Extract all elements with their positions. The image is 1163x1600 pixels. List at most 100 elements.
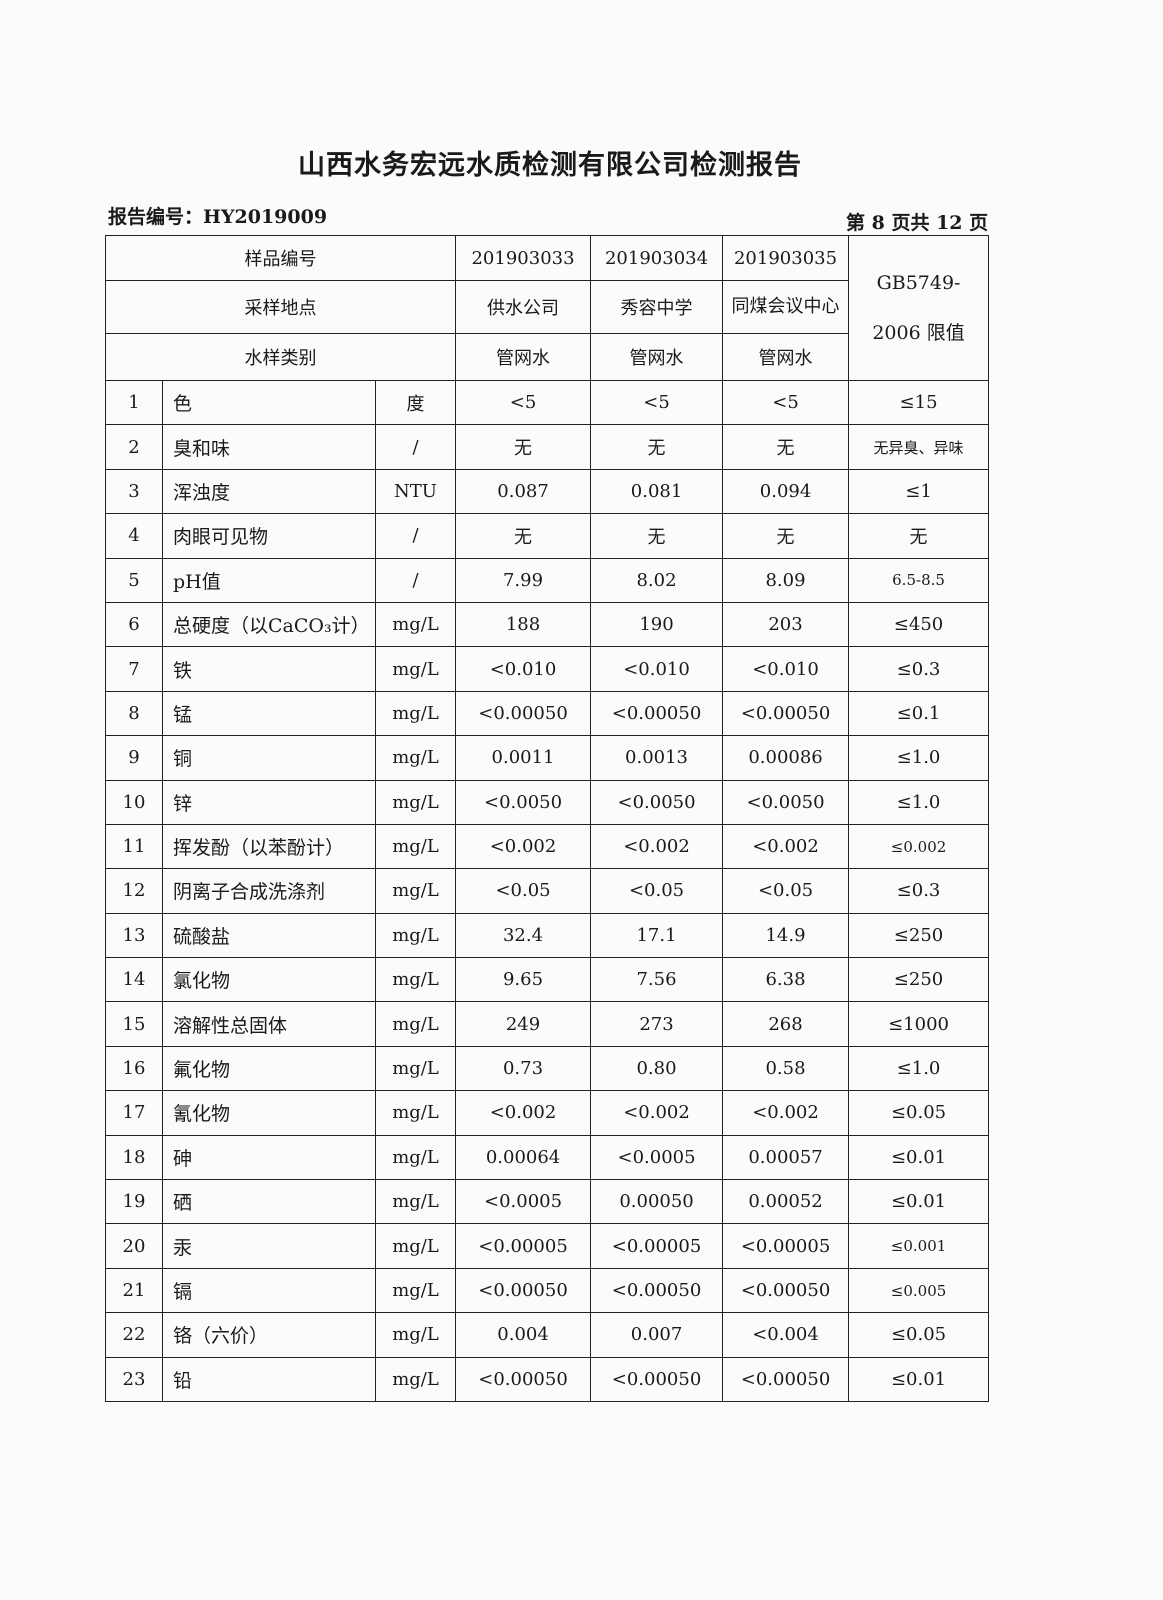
value-1: 7.99 (455, 557, 592, 603)
value-1: <0.0005 (455, 1179, 592, 1225)
item-name: 汞 (162, 1223, 376, 1269)
value-3: 6.38 (722, 957, 850, 1003)
value-1: 249 (455, 1001, 592, 1047)
table-row: 7 铁 mg/L <0.010 <0.010 <0.010 ≤0.3 (105, 646, 990, 692)
item-name: 氟化物 (162, 1045, 376, 1092)
row-number: 14 (105, 957, 163, 1003)
item-name: 阴离子合成洗涤剂 (162, 868, 376, 914)
value-1: <0.00050 (455, 1267, 592, 1314)
value-3: <0.010 (722, 646, 850, 692)
page-info: 第 8 页共 12 页 (846, 212, 989, 234)
value-3: 0.00086 (722, 735, 850, 781)
row-number: 9 (105, 735, 163, 781)
table-row: 10 锌 mg/L <0.0050 <0.0050 <0.0050 ≤1.0 (105, 779, 990, 825)
value-1: <5 (455, 379, 592, 426)
table-row: 5 pH值/7.99 8.02 8.09 6.5-8.5 (105, 557, 990, 603)
table-row: 14 氯化物 mg/L 9.65 7.56 6.38 ≤250 (105, 957, 990, 1003)
limit: ≤250 (848, 957, 990, 1003)
table-row: 22 铬（六价） mg/L 0.004 0.007 <0.004 ≤0.05 (105, 1312, 990, 1358)
row-number: 21 (105, 1267, 163, 1314)
value-3: <0.00005 (722, 1223, 850, 1269)
row-number: 20 (105, 1223, 163, 1269)
value-2: <0.0050 (590, 779, 724, 825)
type-label: 水样类别 (104, 333, 457, 381)
item-name: 锌 (162, 779, 376, 825)
item-name: 色 (162, 379, 376, 426)
limit: ≤0.01 (848, 1179, 990, 1225)
value-2: 0.0013 (590, 735, 724, 781)
table-row: 3 浑浊度 NTU 0.087 0.081 0.094 ≤1 (105, 468, 990, 515)
row-number: 13 (105, 912, 163, 959)
value-3: <0.00050 (722, 1356, 850, 1402)
unit: / (374, 513, 457, 559)
item-name: 氰化物 (162, 1090, 376, 1136)
value-1: 0.004 (455, 1312, 592, 1358)
sample-number-row: 样品编号 201903033 201903034 201903035 GB574… (104, 235, 990, 381)
row-number: 17 (105, 1090, 163, 1136)
table-row: 11 挥发酚（以苯酚计） mg/L <0.002 <0.002 <0.002 ≤0.002 (105, 823, 990, 870)
value-3: <0.002 (722, 823, 850, 870)
limit: ≤1 (848, 468, 990, 515)
limit: ≤450 (848, 601, 990, 648)
row-number: 16 (105, 1045, 163, 1092)
value-3: 0.094 (722, 468, 850, 515)
limit: ≤1.0 (848, 1045, 990, 1092)
item-name: 砷 (162, 1134, 376, 1181)
row-number: 7 (105, 646, 163, 692)
value-3: <0.00050 (722, 1267, 850, 1314)
table-row: 19 硒 mg/L <0.0005 0.00050 0.00052 ≤0.01 (105, 1179, 990, 1225)
item-name: 硒 (162, 1179, 376, 1225)
value-3: 203 (722, 601, 850, 648)
value-2: 17.1 (590, 912, 724, 959)
value-1: <0.00050 (455, 1356, 592, 1402)
limit: ≤1000 (848, 1001, 990, 1047)
value-3: <0.002 (722, 1090, 850, 1136)
table-row: 21 镉 mg/L <0.00050 <0.00050 <0.00050 ≤0.005 (105, 1267, 990, 1314)
row-number: 3 (105, 468, 163, 515)
limit: ≤0.005 (848, 1267, 990, 1314)
location-row: 采样地点 供水公司 秀容中学 同煤会议中心 (104, 280, 989, 334)
row-number: 6 (105, 601, 163, 648)
unit: mg/L (374, 868, 457, 914)
unit: mg/L (374, 912, 457, 959)
sample-type: 管网水 (590, 333, 724, 381)
unit: mg/L (374, 1356, 457, 1402)
limit: ≤0.05 (848, 1090, 990, 1136)
item-name: pH值 (162, 557, 376, 603)
table-row: 12 阴离子合成洗涤剂 mg/L <0.05 <0.05 <0.05 ≤0.3 (105, 868, 990, 914)
table-row: 20 汞 mg/L <0.00005 <0.00005 <0.00005 ≤0.001 (105, 1223, 990, 1269)
sample-number: 201903034 (590, 235, 724, 281)
unit: mg/L (374, 690, 457, 737)
value-2: <0.00050 (590, 1267, 724, 1314)
unit: mg/L (374, 646, 457, 692)
sample-location: 秀容中学 (590, 280, 724, 334)
table-row: 6 总硬度（以CaCO₃计） mg/L 188 190 203 ≤450 (105, 601, 990, 648)
item-name: 铅 (162, 1356, 376, 1402)
unit: NTU (374, 468, 457, 515)
results-table: 样品编号 201903033 201903034 201903035 GB574… (104, 235, 990, 1402)
value-1: <0.0050 (455, 779, 592, 825)
sample-location: 同煤会议中心 (722, 280, 850, 334)
value-3: 0.58 (722, 1045, 850, 1092)
value-2: 无 (590, 513, 724, 559)
location-label: 采样地点 (104, 280, 457, 334)
value-2: 0.00050 (590, 1179, 724, 1225)
sample-number: 201903035 (722, 235, 850, 281)
value-3: 268 (722, 1001, 850, 1047)
value-3: <0.0050 (722, 779, 850, 825)
table-row: 2 臭和味 / 无无无无异臭、异味 (105, 424, 990, 470)
value-1: <0.00050 (455, 690, 592, 737)
row-number: 15 (105, 1001, 163, 1047)
sample-location: 供水公司 (455, 280, 592, 334)
limit: ≤0.1 (848, 690, 990, 737)
unit: / (374, 424, 457, 470)
type-row: 水样类别 管网水 管网水 管网水 (104, 333, 989, 381)
value-1: <0.00005 (455, 1223, 592, 1269)
report-number: 报告编号：HY2019009 (108, 206, 328, 228)
sample-number: 201903033 (455, 235, 592, 281)
value-2: <0.00050 (590, 1356, 724, 1402)
unit: / (374, 557, 457, 603)
value-2: 190 (590, 601, 724, 648)
row-number: 23 (105, 1356, 163, 1402)
